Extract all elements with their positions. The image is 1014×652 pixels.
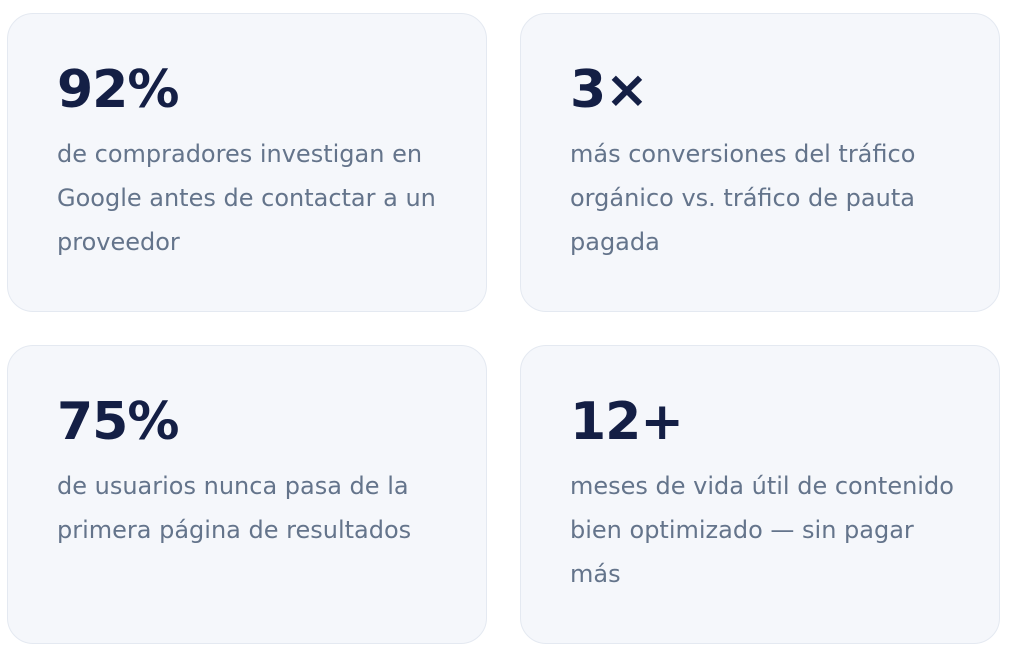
stat-card-first-page: 75% de usuarios nunca pasa de la primera… [7,345,487,644]
stats-grid: 92% de compradores investigan en Google … [7,13,1000,644]
stat-description: de compradores investigan en Google ante… [57,140,436,256]
stat-value: 3× [570,60,649,120]
stat-card-content-lifetime: 12+ meses de vida útil de contenido bien… [520,345,1000,644]
stat-value: 92% [57,60,179,120]
stat-value: 75% [57,392,179,452]
stat-card-organic-conversions: 3× más conversiones del tráfico orgánico… [520,13,1000,312]
stat-description: meses de vida útil de contenido bien opt… [570,472,954,588]
stat-description: más conversiones del tráfico orgánico vs… [570,140,916,256]
stat-card-buyers-research: 92% de compradores investigan en Google … [7,13,487,312]
stat-description: de usuarios nunca pasa de la primera pág… [57,472,412,544]
stat-value: 12+ [570,392,684,452]
